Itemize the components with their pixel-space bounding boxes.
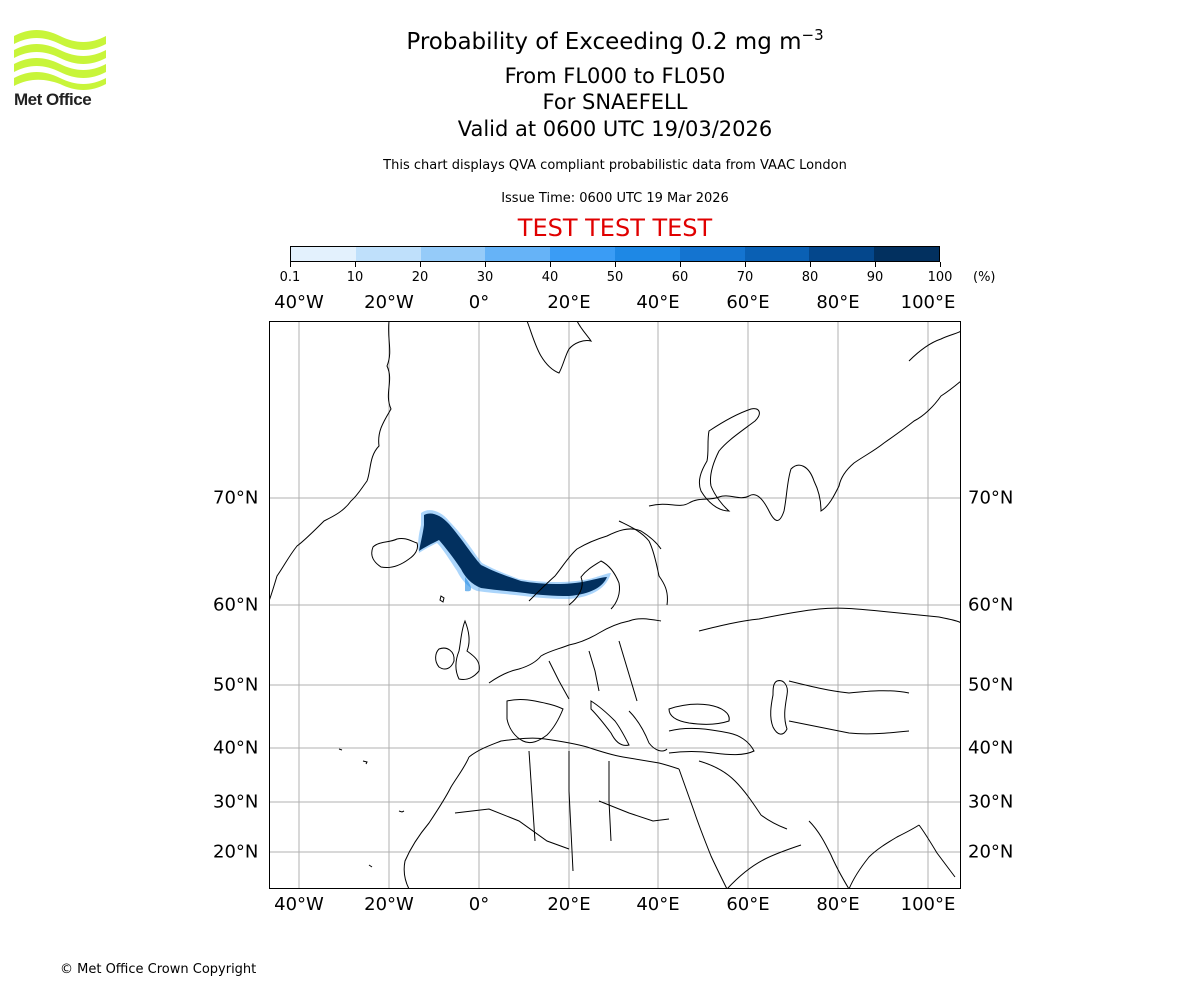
issue-time: Issue Time: 0600 UTC 19 Mar 2026	[501, 191, 729, 206]
colorbar-tick	[355, 262, 356, 267]
met-office-logo	[14, 30, 106, 112]
colorbar-tick-label: 80	[801, 270, 819, 285]
longitude-label: 20°W	[364, 292, 414, 313]
colorbar-tick	[810, 262, 811, 267]
longitude-label: 40°W	[274, 292, 324, 313]
colorbar-unit: (%)	[973, 270, 996, 285]
longitude-label: 40°E	[636, 894, 680, 915]
latitude-label: 60°N	[213, 594, 259, 616]
colorbar-tick-label: 30	[476, 270, 494, 285]
title-main: Probability of Exceeding 0.2 mg m	[406, 29, 802, 55]
longitude-label: 60°E	[726, 292, 770, 313]
colorbar-tick	[550, 262, 551, 267]
latitude-label: 60°N	[968, 594, 1014, 616]
colorbar-tick-label: 90	[866, 270, 884, 285]
copyright: © Met Office Crown Copyright	[60, 962, 257, 977]
colorbar-tick	[420, 262, 421, 267]
colorbar-segment	[485, 247, 551, 261]
latitude-label: 20°N	[968, 841, 1014, 863]
colorbar-tick	[745, 262, 746, 267]
longitude-label: 20°E	[547, 894, 591, 915]
logo-text: Met Office	[14, 90, 92, 109]
map-frame	[269, 321, 961, 889]
longitude-label: 20°W	[364, 894, 414, 915]
latitude-label: 40°N	[213, 737, 259, 759]
chart-title: Probability of Exceeding 0.2 mg m−3	[0, 26, 1200, 55]
colorbar-tick	[680, 262, 681, 267]
colorbar-tick-label: 60	[671, 270, 689, 285]
colorbar-segment	[291, 247, 356, 261]
colorbar-tick	[615, 262, 616, 267]
latitude-label: 70°N	[968, 487, 1014, 509]
colorbar	[290, 246, 940, 262]
colorbar-tick-label: 10	[346, 270, 364, 285]
colorbar-segment	[744, 247, 810, 261]
longitude-label: 40°W	[274, 894, 324, 915]
longitude-label: 80°E	[816, 894, 860, 915]
title-superscript: −3	[801, 26, 824, 44]
title-valid-time: Valid at 0600 UTC 19/03/2026	[457, 117, 773, 141]
map-panel	[269, 321, 961, 889]
latitude-label: 50°N	[213, 674, 259, 696]
colorbar-segment	[614, 247, 680, 261]
latitude-label: 20°N	[213, 841, 259, 863]
latitude-label: 70°N	[213, 487, 259, 509]
latitude-label: 30°N	[213, 791, 259, 813]
met-office-waves-icon	[14, 30, 106, 90]
gridlines	[269, 321, 961, 889]
longitude-label: 20°E	[547, 292, 591, 313]
colorbar-tick	[290, 262, 291, 267]
ash-plume	[418, 510, 611, 599]
longitude-label: 0°	[468, 292, 490, 313]
colorbar-tick	[485, 262, 486, 267]
colorbar-tick-label: 70	[736, 270, 754, 285]
latitude-label: 30°N	[968, 791, 1014, 813]
latitude-label: 50°N	[968, 674, 1014, 696]
colorbar-tick-label: 40	[541, 270, 559, 285]
title-levels: From FL000 to FL050	[504, 64, 726, 88]
colorbar-tick-label: 50	[606, 270, 624, 285]
colorbar-tick-label: 0.1	[279, 270, 301, 285]
colorbar-tick-label: 100	[927, 270, 953, 285]
longitude-label: 100°E	[900, 292, 956, 313]
coastlines	[269, 321, 961, 889]
colorbar-segment	[874, 247, 939, 261]
longitude-label: 60°E	[726, 894, 770, 915]
colorbar-tick	[875, 262, 876, 267]
colorbar-segment	[420, 247, 486, 261]
latitude-label: 40°N	[968, 737, 1014, 759]
longitude-label: 0°	[468, 894, 490, 915]
colorbar-tick	[940, 262, 941, 267]
longitude-label: 80°E	[816, 292, 860, 313]
longitude-label: 40°E	[636, 292, 680, 313]
colorbar-segment	[809, 247, 875, 261]
test-banner: TEST TEST TEST	[517, 214, 713, 242]
longitude-label: 100°E	[900, 894, 956, 915]
colorbar-tick-label: 20	[411, 270, 429, 285]
subtitle: This chart displays QVA compliant probab…	[383, 158, 847, 173]
colorbar-segment	[550, 247, 615, 261]
colorbar-segment	[679, 247, 745, 261]
colorbar-segment	[355, 247, 421, 261]
title-volcano: For SNAEFELL	[542, 90, 688, 114]
